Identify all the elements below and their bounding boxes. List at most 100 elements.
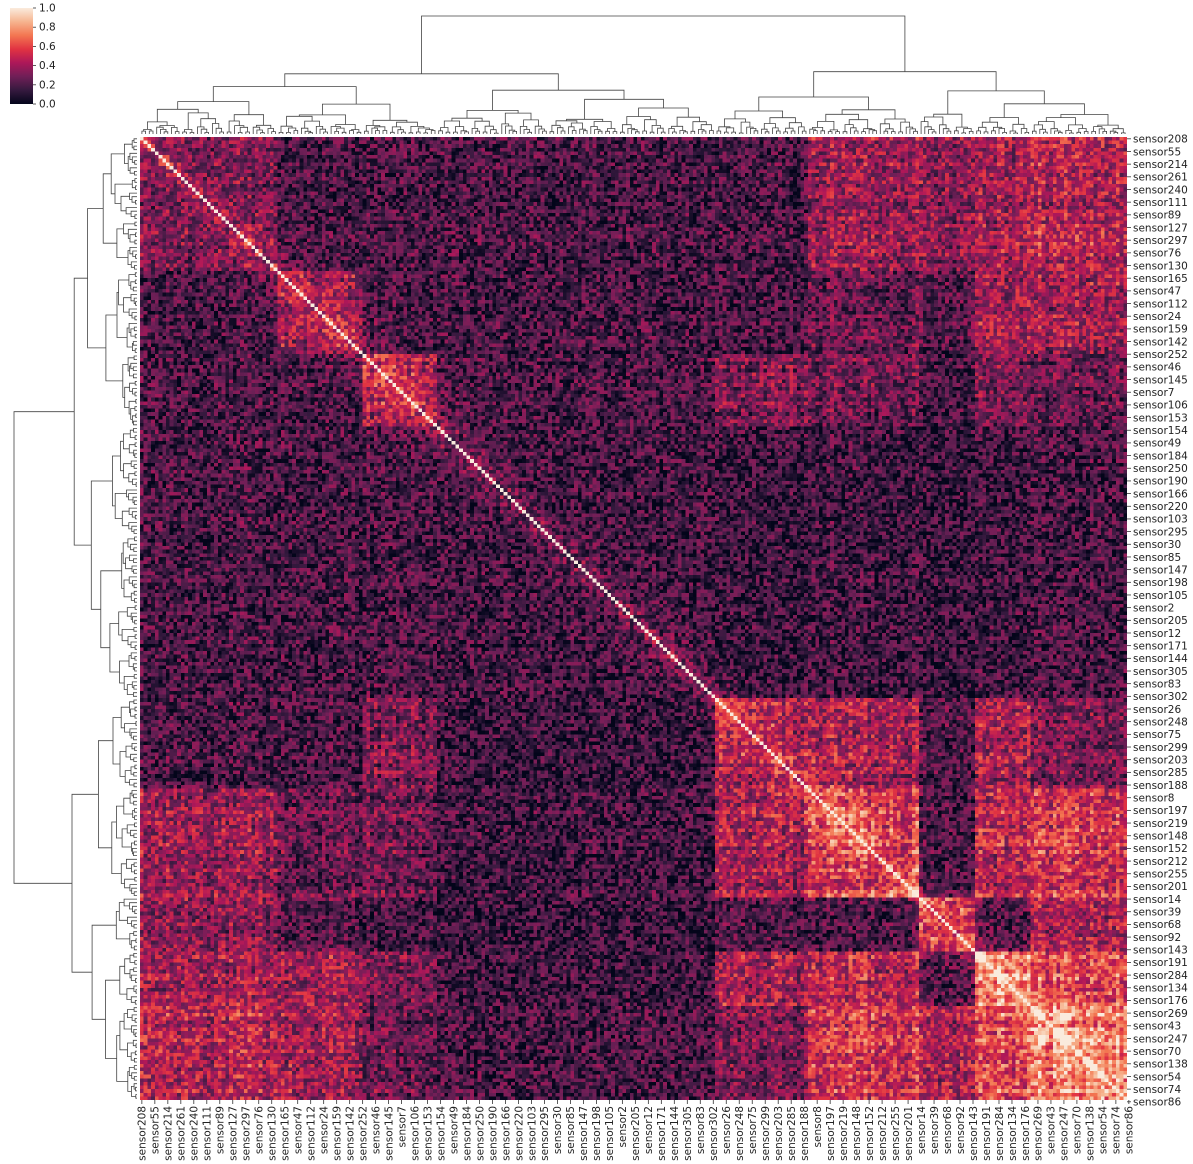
column-tick-label: sensor86 xyxy=(1124,1106,1136,1154)
row-tick-label: sensor103 xyxy=(1133,514,1188,526)
row-tick-label: sensor127 xyxy=(1133,222,1188,234)
row-tick-label: sensor250 xyxy=(1133,463,1188,475)
row-tick-label: sensor252 xyxy=(1133,349,1188,361)
row-tick-label: sensor159 xyxy=(1133,324,1188,336)
column-tick-label: sensor8 xyxy=(812,1106,824,1147)
column-tick-label: sensor111 xyxy=(202,1106,214,1161)
column-tick-label: sensor297 xyxy=(241,1106,253,1161)
column-tick-label: sensor299 xyxy=(760,1106,772,1161)
heatmap-cells xyxy=(140,137,1127,1100)
column-tick-label: sensor47 xyxy=(293,1106,305,1154)
column-tick-label: sensor75 xyxy=(747,1106,759,1154)
row-tick-label: sensor24 xyxy=(1133,311,1181,323)
column-tick-label: sensor83 xyxy=(695,1106,707,1154)
row-tick-label: sensor147 xyxy=(1133,564,1188,576)
row-tick-label: sensor49 xyxy=(1133,438,1181,450)
column-tick-label: sensor152 xyxy=(864,1106,876,1161)
row-tick-label: sensor112 xyxy=(1133,298,1188,310)
column-tick-label: sensor145 xyxy=(383,1106,395,1161)
row-tick-label: sensor148 xyxy=(1133,831,1188,843)
row-tick-label: sensor198 xyxy=(1133,577,1188,589)
column-tick-label: sensor220 xyxy=(513,1106,525,1161)
column-tick-label: sensor191 xyxy=(981,1106,993,1161)
row-tick-label: sensor89 xyxy=(1133,210,1181,222)
column-tick-label: sensor144 xyxy=(669,1106,681,1161)
row-tick-label: sensor184 xyxy=(1133,450,1188,462)
column-tick-label: sensor197 xyxy=(825,1106,837,1161)
row-tick-label: sensor203 xyxy=(1133,754,1188,766)
column-tick-label: sensor166 xyxy=(500,1106,512,1161)
column-tick-label: sensor212 xyxy=(877,1106,889,1161)
row-tick-label: sensor201 xyxy=(1133,881,1188,893)
row-tick-labels: sensor208sensor55sensor214sensor261senso… xyxy=(1127,134,1188,1109)
column-tick-label: sensor43 xyxy=(1046,1106,1058,1154)
row-tick-label: sensor255 xyxy=(1133,869,1188,881)
row-tick-label: sensor75 xyxy=(1133,729,1181,741)
column-tick-label: sensor219 xyxy=(838,1106,850,1161)
row-tick-label: sensor152 xyxy=(1133,843,1188,855)
row-tick-label: sensor130 xyxy=(1133,260,1188,272)
row-tick-label: sensor7 xyxy=(1133,387,1174,399)
column-tick-label: sensor134 xyxy=(1007,1106,1019,1161)
column-tick-label: sensor203 xyxy=(773,1106,785,1161)
column-tick-label: sensor285 xyxy=(786,1106,798,1161)
column-tick-label: sensor252 xyxy=(357,1106,369,1161)
row-tick-label: sensor154 xyxy=(1133,425,1188,437)
row-tick-label: sensor295 xyxy=(1133,526,1188,538)
colorbar-tick-label: 0.8 xyxy=(39,22,56,34)
dendrogram-link xyxy=(13,411,75,884)
row-tick-label: sensor285 xyxy=(1133,767,1188,779)
row-tick-label: sensor92 xyxy=(1133,932,1181,944)
row-tick-label: sensor284 xyxy=(1133,970,1188,982)
row-tick-label: sensor76 xyxy=(1133,248,1181,260)
column-tick-label: sensor30 xyxy=(552,1106,564,1154)
column-tick-label: sensor92 xyxy=(955,1106,967,1154)
colorbar-tick-label: 0.6 xyxy=(39,41,56,53)
row-tick-label: sensor134 xyxy=(1133,983,1188,995)
row-tick-label: sensor83 xyxy=(1133,678,1181,690)
column-tick-label: sensor12 xyxy=(643,1106,655,1154)
row-tick-label: sensor145 xyxy=(1133,374,1188,386)
column-tick-label: sensor240 xyxy=(189,1106,201,1161)
column-tick-label: sensor26 xyxy=(721,1106,733,1154)
row-tick-label: sensor43 xyxy=(1133,1021,1181,1033)
row-tick-label: sensor248 xyxy=(1133,716,1188,728)
column-tick-label: sensor295 xyxy=(539,1106,551,1161)
column-tick-labels: sensor208 sensor55 sensor214 sensor261 senso… xyxy=(137,1100,1136,1161)
row-tick-label: sensor220 xyxy=(1133,501,1188,513)
column-tick-label: sensor248 xyxy=(734,1106,746,1161)
row-tick-label: sensor2 xyxy=(1133,602,1174,614)
column-tick-label: sensor269 xyxy=(1033,1106,1045,1161)
colorbar-bar xyxy=(10,8,33,104)
colorbar-tick-label: 0.4 xyxy=(39,60,56,72)
column-tick-label: sensor159 xyxy=(332,1106,344,1161)
colorbar-tick-label: 0.2 xyxy=(39,79,56,91)
row-tick-label: sensor219 xyxy=(1133,818,1188,830)
row-dendrogram xyxy=(13,138,137,1099)
row-tick-label: sensor214 xyxy=(1133,159,1188,171)
row-tick-label: sensor8 xyxy=(1133,793,1174,805)
row-tick-label: sensor12 xyxy=(1133,628,1181,640)
column-tick-label: sensor106 xyxy=(409,1106,421,1161)
column-tick-label: sensor154 xyxy=(435,1106,447,1161)
row-tick-label: sensor106 xyxy=(1133,400,1188,412)
column-tick-label: sensor305 xyxy=(682,1106,694,1161)
column-tick-label: sensor54 xyxy=(1098,1106,1110,1154)
column-tick-label: sensor171 xyxy=(656,1106,668,1161)
column-tick-label: sensor138 xyxy=(1085,1106,1097,1161)
column-tick-label: sensor214 xyxy=(163,1106,175,1161)
row-tick-label: sensor208 xyxy=(1133,134,1188,146)
row-tick-label: sensor54 xyxy=(1133,1071,1181,1083)
column-tick-label: sensor74 xyxy=(1111,1106,1123,1154)
row-tick-label: sensor111 xyxy=(1133,197,1188,209)
row-tick-label: sensor85 xyxy=(1133,552,1181,564)
column-tick-label: sensor49 xyxy=(448,1106,460,1154)
row-tick-label: sensor14 xyxy=(1133,894,1181,906)
column-tick-label: sensor302 xyxy=(708,1106,720,1161)
colorbar-tick-label: 0.0 xyxy=(39,99,56,111)
column-tick-label: sensor105 xyxy=(604,1106,616,1161)
column-tick-label: sensor190 xyxy=(487,1106,499,1161)
row-tick-label: sensor30 xyxy=(1133,539,1181,551)
column-tick-label: sensor147 xyxy=(578,1106,590,1161)
row-tick-label: sensor212 xyxy=(1133,856,1188,868)
